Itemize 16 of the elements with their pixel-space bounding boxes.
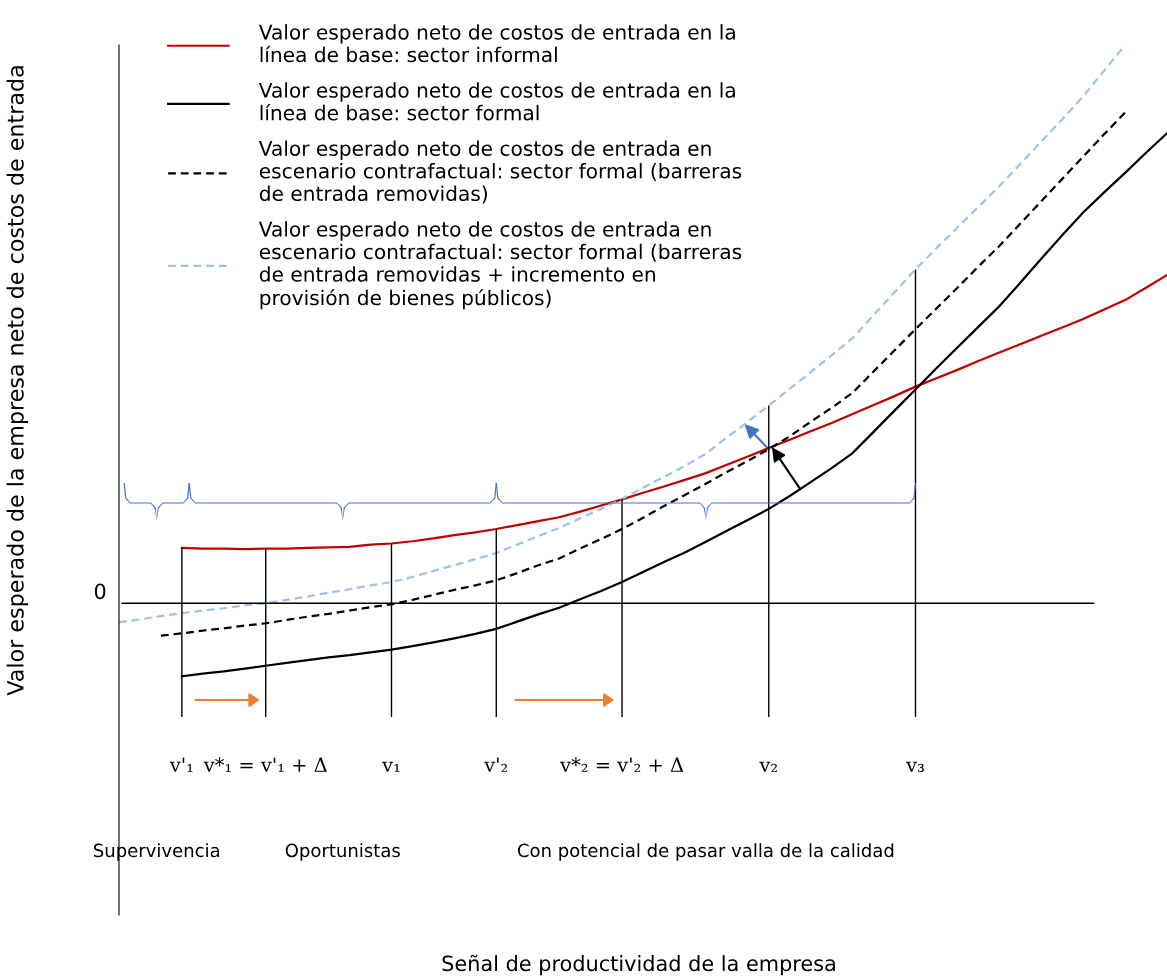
legend-label: Valor esperado neto de costos de entrada en escenario contrafactual: sector formal (barreras de entrada removidas) (258, 140, 742, 204)
text: Con potencial de pasar valla de la calidad (517, 843, 894, 861)
x-tick-label: v'₂ (484, 757, 508, 772)
legend-label: Valor esperado neto de costos de entrada en la línea de base: sector formal (258, 82, 735, 121)
x-tick-label: v*₂ = v'₂ + Δ (559, 757, 684, 772)
legend-label: Valor esperado neto de costos de entrada en escenario contrafactual: sector formal (barreras de entrada removidas + incremento en provisión de bienes públicos) (258, 221, 742, 310)
ref-line-label: 0 (94, 583, 106, 600)
text: Oportunistas (285, 843, 400, 861)
y-axis-title: Valor esperado de la empresa neto de costos de entrada (6, 66, 29, 696)
x-tick-label: v₂ (759, 761, 777, 772)
legend-label: Valor esperado neto de costos de entrada en la línea de base: sector informal (258, 24, 735, 63)
text: Señal de productividad de la empresa (442, 954, 835, 976)
x-tick-label: v₁ (382, 761, 400, 772)
x-tick-label: v₃ (906, 761, 924, 772)
x-tick-label: v'₁ (169, 757, 193, 772)
x-tick-label: v*₁ = v'₁ + Δ (203, 757, 327, 772)
